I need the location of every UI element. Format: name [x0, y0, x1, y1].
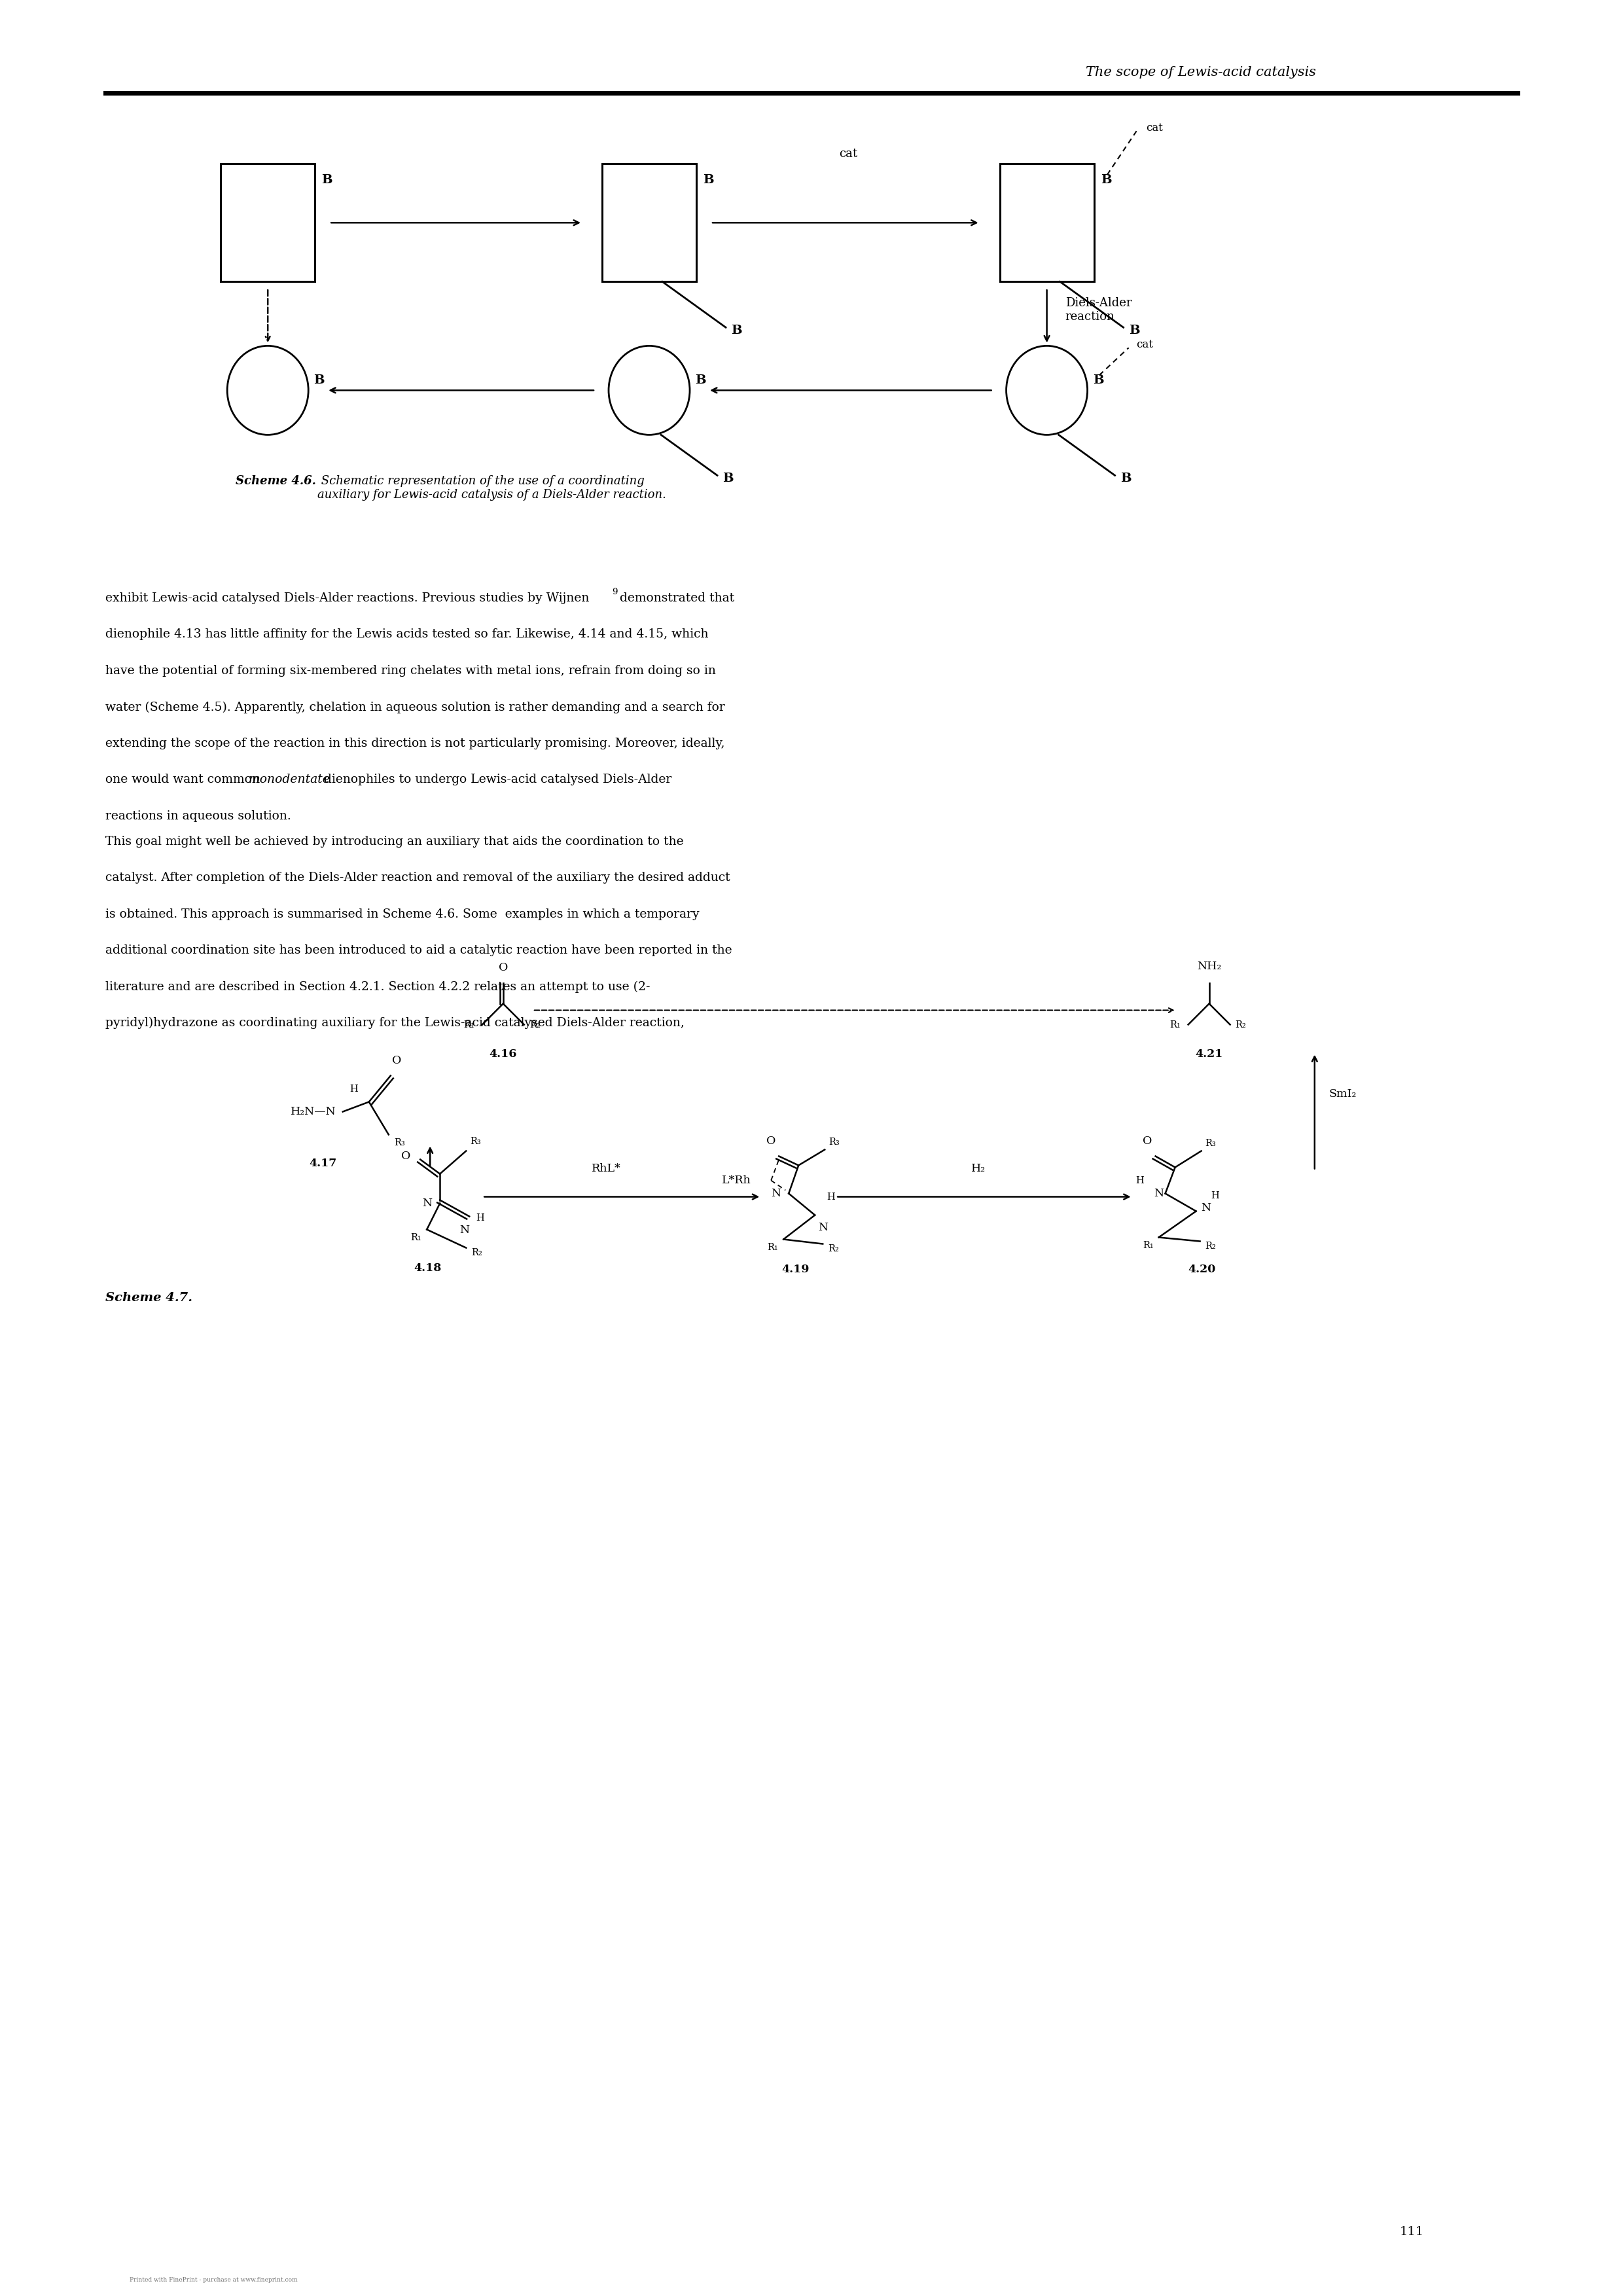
- Text: B: B: [703, 174, 714, 186]
- Text: N: N: [422, 1199, 432, 1210]
- Text: N: N: [818, 1221, 828, 1233]
- Text: R₁: R₁: [464, 1019, 474, 1029]
- Text: O: O: [766, 1134, 776, 1146]
- Text: R₁: R₁: [768, 1242, 779, 1251]
- Text: B: B: [1100, 174, 1112, 186]
- Text: H: H: [1136, 1176, 1144, 1185]
- Text: 4.21: 4.21: [1195, 1049, 1224, 1058]
- Text: H: H: [826, 1192, 834, 1201]
- Text: B: B: [722, 473, 734, 484]
- Text: reactions in aqueous solution.: reactions in aqueous solution.: [105, 810, 291, 822]
- Text: This goal might well be achieved by introducing an auxiliary that aids the coord: This goal might well be achieved by intr…: [105, 836, 683, 847]
- Text: R₂: R₂: [1206, 1242, 1216, 1251]
- Bar: [1000, 163, 1094, 282]
- Text: B: B: [730, 324, 742, 338]
- Text: is obtained. This approach is summarised in Scheme 4.6. Some  examples in which : is obtained. This approach is summarised…: [105, 909, 700, 921]
- Text: R₁: R₁: [1143, 1240, 1154, 1249]
- Text: R₃: R₃: [1206, 1139, 1216, 1148]
- Text: N: N: [1154, 1187, 1164, 1199]
- Text: cat: cat: [1136, 340, 1154, 349]
- Text: R₂: R₂: [828, 1244, 839, 1254]
- Text: B: B: [1120, 473, 1131, 484]
- Text: pyridyl)hydrazone as coordinating auxiliary for the Lewis-acid catalysed Diels-A: pyridyl)hydrazone as coordinating auxili…: [105, 1017, 685, 1029]
- Text: have the potential of forming six-membered ring chelates with metal ions, refrai: have the potential of forming six-member…: [105, 666, 716, 677]
- Bar: [602, 163, 696, 282]
- Text: H: H: [476, 1212, 484, 1221]
- Text: H₂N—N: H₂N—N: [291, 1107, 336, 1118]
- Text: 4.17: 4.17: [310, 1157, 338, 1169]
- Text: 4.18: 4.18: [414, 1263, 441, 1274]
- Text: extending the scope of the reaction in this direction is not particularly promis: extending the scope of the reaction in t…: [105, 737, 725, 748]
- Text: R₁: R₁: [1170, 1019, 1180, 1029]
- Text: Printed with FinePrint - purchase at www.fineprint.com: Printed with FinePrint - purchase at www…: [130, 2278, 299, 2282]
- Text: O: O: [391, 1054, 401, 1065]
- Text: Scheme 4.6.: Scheme 4.6.: [235, 475, 316, 487]
- Text: RhL*: RhL*: [591, 1162, 620, 1173]
- Text: B: B: [1128, 324, 1139, 338]
- Text: 4.20: 4.20: [1188, 1263, 1216, 1274]
- Text: L*Rh: L*Rh: [722, 1176, 751, 1187]
- Text: O: O: [401, 1150, 411, 1162]
- Text: exhibit Lewis-acid catalysed Diels-Alder reactions. Previous studies by Wijnen: exhibit Lewis-acid catalysed Diels-Alder…: [105, 592, 589, 604]
- Text: Scheme 4.7.: Scheme 4.7.: [105, 1293, 193, 1304]
- Text: B: B: [695, 374, 706, 386]
- Text: Schematic representation of the use of a coordinating
auxiliary for Lewis-acid c: Schematic representation of the use of a…: [316, 475, 665, 501]
- Text: NH₂: NH₂: [1196, 960, 1222, 971]
- Text: demonstrated that: demonstrated that: [615, 592, 734, 604]
- Text: 111: 111: [1401, 2225, 1423, 2239]
- Text: additional coordination site has been introduced to aid a catalytic reaction hav: additional coordination site has been in…: [105, 944, 732, 957]
- Text: dienophile 4.13 has little affinity for the Lewis acids tested so far. Likewise,: dienophile 4.13 has little affinity for …: [105, 629, 709, 641]
- Text: O: O: [1143, 1134, 1152, 1146]
- Text: dienophiles to undergo Lewis-acid catalysed Diels-Alder: dienophiles to undergo Lewis-acid cataly…: [320, 774, 672, 785]
- Text: H: H: [349, 1084, 357, 1093]
- Text: B: B: [313, 374, 325, 386]
- Text: R₃: R₃: [471, 1137, 480, 1146]
- Bar: [221, 163, 315, 282]
- Text: H: H: [1211, 1192, 1219, 1201]
- Text: N: N: [1201, 1203, 1211, 1215]
- Text: 4.19: 4.19: [781, 1263, 810, 1274]
- Text: 4.16: 4.16: [489, 1049, 518, 1058]
- Text: cat: cat: [1146, 122, 1164, 133]
- Text: The scope of Lewis-acid catalysis: The scope of Lewis-acid catalysis: [1086, 67, 1316, 78]
- Text: monodentate: monodentate: [248, 774, 329, 785]
- Text: SmI₂: SmI₂: [1329, 1088, 1357, 1100]
- Text: literature and are described in Section 4.2.1. Section 4.2.2 relates an attempt : literature and are described in Section …: [105, 980, 651, 992]
- Text: B: B: [1092, 374, 1104, 386]
- Text: cat: cat: [839, 149, 857, 161]
- Text: N: N: [459, 1224, 469, 1235]
- Text: 9: 9: [612, 588, 618, 597]
- Text: B: B: [321, 174, 333, 186]
- Text: H₂: H₂: [972, 1162, 985, 1173]
- Text: catalyst. After completion of the Diels-Alder reaction and removal of the auxili: catalyst. After completion of the Diels-…: [105, 872, 730, 884]
- Text: R₂: R₂: [471, 1247, 482, 1256]
- Text: R₁: R₁: [411, 1233, 422, 1242]
- Text: O: O: [498, 962, 508, 974]
- Text: N: N: [771, 1187, 781, 1199]
- Text: one would want common: one would want common: [105, 774, 265, 785]
- Text: Diels-Alder
reaction: Diels-Alder reaction: [1065, 296, 1131, 321]
- Text: R₃: R₃: [394, 1139, 404, 1148]
- Text: R₂: R₂: [1235, 1019, 1246, 1029]
- Text: water (Scheme 4.5). Apparently, chelation in aqueous solution is rather demandin: water (Scheme 4.5). Apparently, chelatio…: [105, 700, 725, 714]
- Text: R₂: R₂: [529, 1019, 540, 1029]
- Text: R₃: R₃: [829, 1137, 839, 1146]
